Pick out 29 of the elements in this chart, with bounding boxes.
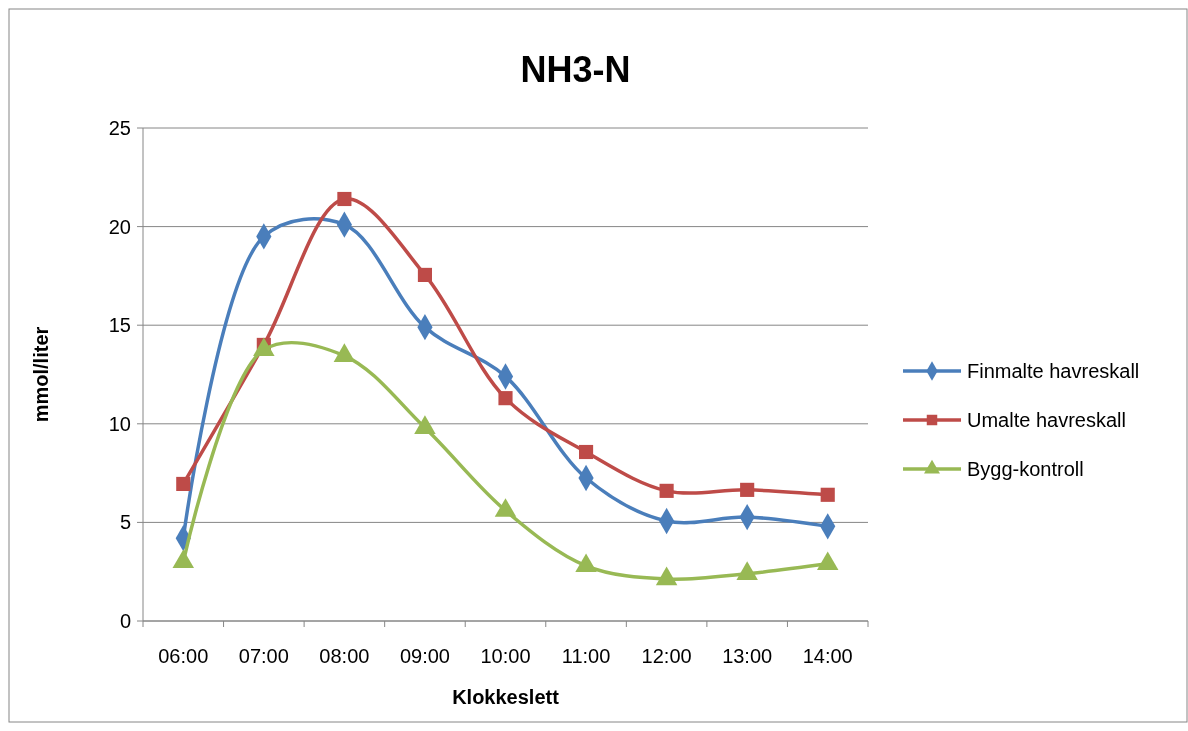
legend-label: Finmalte havreskall bbox=[967, 360, 1140, 382]
x-tick-label: 09:00 bbox=[399, 645, 450, 667]
y-tick-label: 15 bbox=[108, 314, 131, 337]
y-tick-label: 25 bbox=[108, 117, 131, 139]
point bbox=[659, 483, 674, 498]
x-tick-label: 10:00 bbox=[480, 645, 531, 667]
point bbox=[578, 444, 594, 460]
x-tick-label: 14:00 bbox=[802, 645, 853, 667]
x-axis-title: Klokkeslett bbox=[452, 686, 560, 708]
legend-label: Umalte havreskall bbox=[967, 409, 1126, 431]
y-tick-label: 10 bbox=[108, 412, 131, 435]
y-tick-label: 20 bbox=[108, 215, 131, 238]
point bbox=[820, 487, 835, 502]
chart-title: NH3-N bbox=[520, 49, 631, 90]
point bbox=[417, 267, 433, 282]
point bbox=[337, 191, 352, 207]
point bbox=[498, 391, 513, 406]
legend-label: Bygg-kontroll bbox=[967, 458, 1084, 480]
x-tick-label: 12:00 bbox=[641, 645, 692, 667]
x-tick-label: 07:00 bbox=[238, 645, 289, 667]
y-tick-label: 5 bbox=[119, 511, 131, 534]
point bbox=[740, 482, 755, 497]
point bbox=[176, 476, 191, 492]
x-tick-label: 06:00 bbox=[158, 645, 209, 667]
x-tick-label: 13:00 bbox=[722, 645, 773, 667]
x-tick-label: 08:00 bbox=[319, 645, 370, 667]
x-tick-label: 11:00 bbox=[561, 645, 611, 667]
y-axis-title: mmol/liter bbox=[30, 326, 52, 423]
y-tick-label: 0 bbox=[119, 610, 131, 632]
